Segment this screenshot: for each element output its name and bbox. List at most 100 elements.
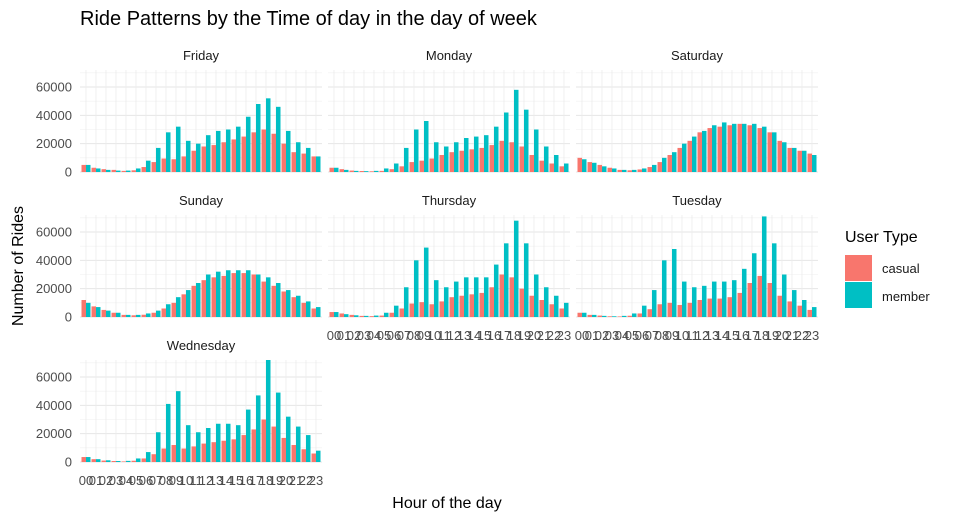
bar-casual-tuesday-22 [797, 305, 802, 317]
bar-casual-tuesday-12 [697, 300, 702, 317]
bar-casual-friday-21 [291, 152, 296, 172]
bar-casual-saturday-1 [587, 162, 592, 172]
x-tick-label: 19 [269, 473, 283, 488]
bar-casual-sunday-22 [301, 302, 306, 317]
bar-member-thursday-0 [334, 312, 339, 317]
x-tick-label: 21 [289, 473, 303, 488]
bar-casual-friday-22 [301, 153, 306, 172]
bar-casual-wednesday-3 [111, 461, 116, 462]
bar-casual-thursday-16 [489, 287, 494, 317]
bar-member-monday-17 [504, 112, 509, 172]
bar-member-wednesday-17 [256, 395, 261, 462]
bar-member-wednesday-10 [186, 425, 191, 462]
bar-member-monday-9 [424, 121, 429, 172]
bar-casual-friday-13 [211, 145, 216, 172]
bar-member-sunday-20 [286, 290, 291, 317]
x-tick-label: 08 [407, 328, 421, 343]
x-tick-label: 08 [655, 328, 669, 343]
legend-swatch-member [845, 282, 872, 308]
x-tick-label: 05 [625, 328, 639, 343]
bar-member-thursday-9 [424, 247, 429, 317]
bar-casual-monday-16 [489, 145, 494, 172]
bar-member-saturday-21 [792, 147, 797, 172]
bar-casual-friday-3 [111, 169, 116, 173]
bar-casual-saturday-5 [627, 170, 632, 172]
bar-member-friday-0 [86, 164, 91, 172]
bar-member-wednesday-5 [136, 458, 141, 462]
bar-member-saturday-1 [592, 162, 597, 172]
bar-member-sunday-5 [136, 314, 141, 318]
bar-casual-friday-20 [281, 143, 286, 172]
bar-casual-sunday-8 [161, 308, 166, 317]
bar-member-tuesday-10 [682, 281, 687, 317]
bar-member-friday-6 [146, 160, 151, 172]
bar-casual-friday-1 [91, 167, 96, 172]
bar-casual-sunday-10 [181, 294, 186, 317]
bar-member-saturday-13 [712, 125, 717, 172]
y-tick-label: 0 [65, 310, 72, 325]
facet-saturday: Saturday [576, 48, 818, 173]
bar-casual-sunday-14 [221, 275, 226, 317]
bar-casual-monday-7 [399, 166, 404, 172]
bar-casual-friday-18 [261, 129, 266, 172]
x-tick-label: 12 [199, 473, 213, 488]
bar-member-sunday-9 [176, 297, 181, 317]
y-tick-label: 60000 [36, 370, 72, 385]
bar-casual-tuesday-9 [667, 302, 672, 317]
y-tick-label: 20000 [36, 426, 72, 441]
bar-casual-wednesday-21 [291, 445, 296, 462]
bar-member-wednesday-18 [266, 360, 271, 462]
x-tick-label: 11 [437, 328, 451, 343]
bar-member-tuesday-5 [632, 313, 637, 317]
bar-casual-monday-2 [349, 170, 354, 172]
bar-casual-thursday-14 [469, 294, 474, 317]
x-tick-label: 00 [327, 328, 341, 343]
bar-casual-sunday-19 [271, 285, 276, 317]
legend-title: User Type [845, 229, 918, 246]
legend: User Type casual member [845, 229, 930, 308]
x-tick-label: 16 [735, 328, 749, 343]
bar-casual-wednesday-0 [81, 457, 86, 462]
y-tick-label: 40000 [36, 108, 72, 123]
bar-member-wednesday-11 [196, 432, 201, 462]
bar-member-sunday-23 [316, 307, 321, 317]
bar-member-sunday-18 [266, 277, 271, 317]
bar-member-monday-2 [354, 170, 359, 172]
bar-member-wednesday-0 [86, 457, 91, 462]
bar-casual-tuesday-20 [777, 295, 782, 317]
x-axis-title: Hour of the day [392, 495, 501, 512]
bar-member-saturday-7 [652, 164, 657, 172]
bar-member-wednesday-9 [176, 391, 181, 462]
bar-member-wednesday-19 [276, 392, 281, 462]
x-tick-label: 05 [129, 473, 143, 488]
x-tick-label: 03 [357, 328, 371, 343]
facet-thursday: Thursday 00010203040506070809101112131415… [327, 193, 571, 343]
bar-casual-tuesday-5 [627, 315, 632, 317]
bar-casual-friday-5 [131, 170, 136, 172]
bar-casual-wednesday-8 [161, 448, 166, 462]
bar-casual-saturday-19 [767, 132, 772, 172]
x-tick-label: 04 [615, 328, 629, 343]
bar-member-thursday-12 [454, 281, 459, 317]
bar-casual-saturday-7 [647, 167, 652, 172]
bar-member-tuesday-4 [622, 315, 627, 317]
bar-member-wednesday-22 [306, 435, 311, 462]
bar-casual-sunday-2 [101, 309, 106, 317]
bar-member-thursday-16 [494, 264, 499, 317]
x-tick-label: 04 [119, 473, 133, 488]
bar-member-tuesday-11 [692, 287, 697, 317]
bar-casual-friday-16 [241, 136, 246, 172]
bar-casual-saturday-22 [797, 150, 802, 172]
bar-casual-saturday-18 [757, 128, 762, 172]
bar-member-sunday-0 [86, 302, 91, 317]
x-tick-label: 02 [595, 328, 609, 343]
legend-swatch-casual [845, 255, 872, 281]
bar-member-wednesday-2 [106, 460, 111, 462]
x-tick-label: 17 [497, 328, 511, 343]
bar-member-friday-8 [166, 132, 171, 172]
x-tick-label: 20 [775, 328, 789, 343]
bar-casual-tuesday-1 [587, 314, 592, 318]
bar-member-thursday-3 [364, 315, 369, 317]
x-tick-label: 03 [109, 473, 123, 488]
bar-member-sunday-15 [236, 270, 241, 317]
